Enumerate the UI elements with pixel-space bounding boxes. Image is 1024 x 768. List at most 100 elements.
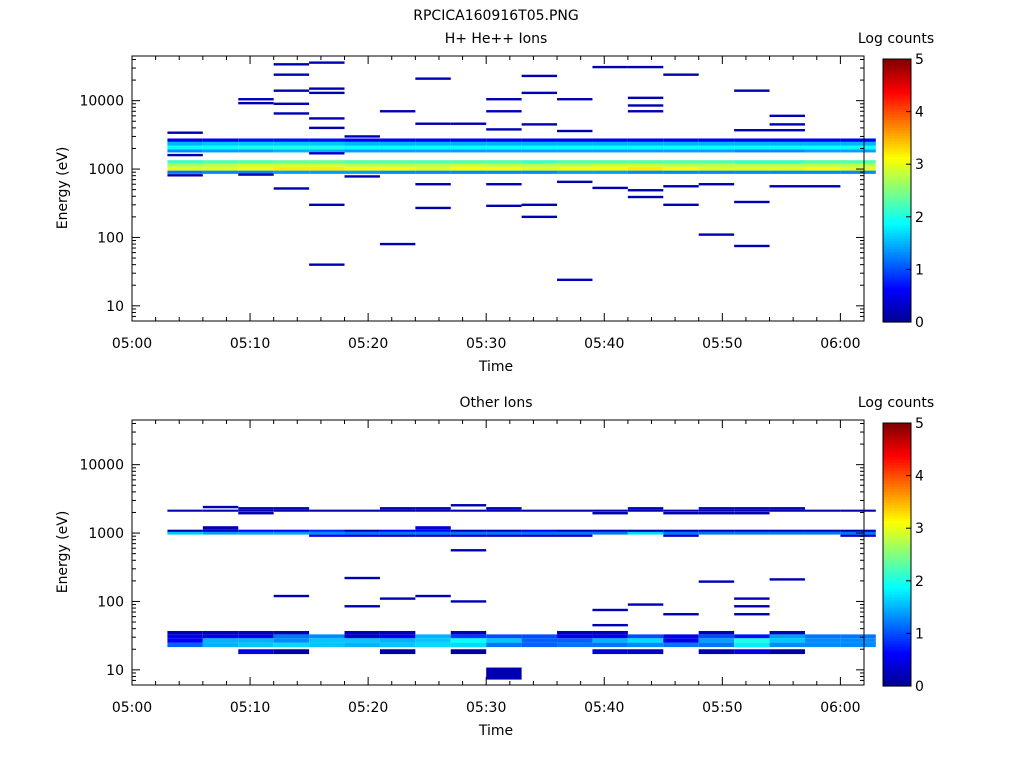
colorbar-segment	[883, 187, 911, 192]
colorbar-segment	[883, 193, 911, 197]
spectrogram-cell	[450, 170, 487, 174]
spectrogram-cell	[450, 600, 487, 603]
colorbar-segment	[883, 235, 911, 239]
spectrogram-cell	[167, 509, 203, 512]
spectrogram-cell	[769, 578, 805, 581]
y-tick-label: 100	[97, 594, 124, 610]
colorbar-segment	[883, 441, 911, 445]
panel-title: Other Ions	[459, 395, 532, 411]
spectrogram-cell	[167, 160, 203, 164]
panel-h-he-ions: H+ He++ Ions 05:00 05:10 05:20 05:30 05:40 05…	[55, 31, 934, 375]
colorbar-segment	[883, 430, 911, 435]
spectrogram-cell	[840, 149, 876, 153]
spectrogram-cell	[415, 170, 451, 174]
colorbar-segment	[883, 459, 911, 464]
spectrogram-cell	[840, 141, 876, 146]
x-tick-label: 05:40	[584, 700, 624, 716]
spectrogram-cell	[698, 145, 735, 150]
spectrogram-cell	[167, 163, 203, 167]
colorbar-segment	[883, 457, 911, 461]
spectrogram-cell	[734, 649, 770, 655]
spectrogram-cell	[415, 638, 451, 643]
colorbar-segment	[883, 554, 911, 558]
spectrogram-cell	[804, 509, 841, 512]
spectrogram-cell	[415, 141, 451, 146]
colorbar-segment	[883, 620, 911, 624]
spectrogram-cell	[238, 531, 274, 535]
spectrogram-cell	[238, 149, 274, 153]
spectrogram-cell	[521, 163, 558, 167]
colorbar-segment	[883, 488, 911, 492]
colorbar-segment	[883, 570, 911, 574]
colorbar-segment	[883, 95, 911, 100]
spectrogram-cell	[592, 649, 628, 655]
spectrogram-cell	[592, 608, 628, 612]
spectrogram-cell	[557, 630, 593, 635]
spectrogram-cell	[273, 638, 310, 643]
spectrogram-cell	[238, 170, 274, 174]
spectrogram-cell	[698, 233, 735, 236]
spectrogram-cell	[592, 160, 628, 164]
colorbar-segment	[883, 264, 911, 268]
y-axis: 10 100 1000 10000	[79, 58, 864, 322]
colorbar-segment	[883, 509, 911, 514]
colorbar-segment	[883, 504, 911, 508]
spectrogram-cell	[769, 170, 805, 174]
spectrogram-cell	[734, 200, 770, 204]
spectrogram-cell	[521, 642, 558, 648]
colorbar-segment	[883, 258, 911, 263]
colorbar-segment	[883, 114, 911, 118]
spectrogram-cell	[273, 149, 310, 153]
colorbar-segment	[883, 137, 911, 142]
spectrogram-cell	[309, 634, 345, 639]
colorbar-segment	[883, 219, 911, 223]
spectrogram-cell	[167, 638, 203, 643]
colorbar-segment	[883, 116, 911, 121]
spectrogram-cell	[627, 642, 664, 648]
spectrogram-cell	[309, 61, 345, 64]
colorbar-segment	[883, 232, 911, 236]
colorbar-segment	[883, 451, 911, 456]
spectrogram-cell	[202, 505, 239, 509]
spectrogram-cell	[202, 163, 239, 167]
spectrogram-cell	[344, 149, 380, 153]
spectrogram-cell	[450, 638, 487, 643]
spectrogram-cell	[238, 163, 274, 167]
spectrogram-cell	[415, 138, 451, 142]
colorbar-segment	[883, 266, 911, 270]
spectrogram-cell	[486, 128, 522, 131]
spectrogram-cell	[840, 634, 876, 639]
spectrogram-cell	[627, 96, 664, 100]
spectrogram-cell	[663, 534, 699, 537]
spectrogram-cell	[415, 526, 451, 530]
spectrogram-cell	[734, 149, 770, 153]
colorbar-segment	[883, 256, 911, 260]
x-tick-label: 05:30	[466, 700, 506, 716]
spectrogram-cell	[379, 110, 416, 113]
colorbar-segment	[883, 625, 911, 629]
spectrogram-cell	[804, 163, 841, 167]
spectrogram-cell	[698, 531, 735, 535]
colorbar-segment	[883, 446, 911, 450]
spectrogram-cell	[273, 112, 310, 115]
colorbar-segment	[883, 543, 911, 548]
spectrogram-cell	[238, 160, 274, 164]
spectrogram-cell	[557, 145, 593, 150]
colorbar: 0 1 2 3 4 5	[882, 416, 924, 695]
spectrogram-cell	[557, 531, 593, 535]
y-axis-label: Energy (eV)	[55, 511, 71, 594]
colorbar-tick-label: 4	[915, 105, 924, 121]
spectrogram-cell	[592, 65, 628, 69]
colorbar-segment	[883, 607, 911, 611]
spectrogram-cell	[450, 531, 487, 535]
spectrogram-cell	[769, 128, 805, 132]
colorbar-segment	[883, 472, 911, 477]
spectrogram-cell	[521, 145, 558, 150]
spectrogram-cell	[415, 122, 451, 125]
spectrogram-cell	[167, 531, 203, 535]
x-tick-label: 05:50	[702, 700, 742, 716]
colorbar-segment	[883, 496, 911, 500]
spectrogram-cell	[804, 141, 841, 146]
plot-area	[167, 504, 876, 680]
spectrogram-cell	[415, 160, 451, 164]
